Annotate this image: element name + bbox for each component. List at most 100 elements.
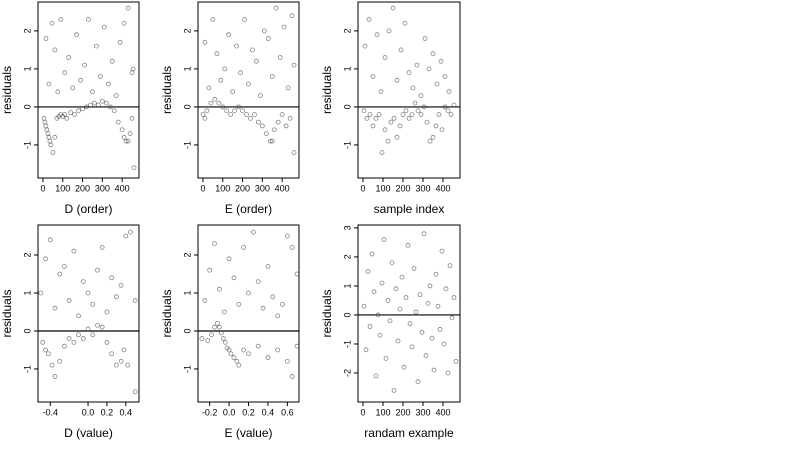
point <box>199 336 205 341</box>
point <box>218 77 224 83</box>
point <box>246 351 251 357</box>
point <box>202 39 208 45</box>
plot-frame <box>197 224 300 403</box>
point <box>121 20 127 26</box>
x-tick-label: 300 <box>415 407 430 417</box>
point <box>66 55 72 60</box>
point <box>234 358 240 364</box>
point <box>49 20 55 26</box>
point <box>265 264 271 269</box>
point <box>289 245 295 250</box>
point <box>90 89 95 95</box>
point <box>445 370 451 376</box>
point <box>85 326 91 332</box>
point <box>43 256 48 262</box>
point <box>41 115 47 121</box>
y-tick-label: 1 <box>22 66 32 71</box>
point <box>361 303 367 309</box>
point <box>85 290 91 296</box>
point <box>226 32 232 38</box>
point <box>370 123 376 129</box>
point <box>242 17 247 22</box>
point <box>283 123 289 129</box>
point <box>423 353 429 358</box>
x-tick-label: 200 <box>395 407 410 417</box>
point <box>88 102 93 108</box>
point <box>90 332 96 338</box>
point <box>393 286 399 292</box>
point <box>129 115 135 121</box>
point <box>418 112 424 117</box>
point <box>125 5 131 11</box>
y-tick-label: 2 <box>342 28 352 33</box>
point <box>218 330 224 336</box>
point <box>45 131 51 136</box>
point <box>212 324 217 330</box>
point <box>57 358 63 364</box>
point <box>99 245 105 250</box>
y-tick-label: 0 <box>182 328 192 333</box>
y-tick-label: 0 <box>342 312 352 317</box>
point <box>236 104 241 110</box>
point <box>281 24 287 30</box>
point <box>413 309 419 315</box>
x-axis-label: D (order) <box>64 202 112 216</box>
y-tick-label: -1 <box>182 141 192 149</box>
x-tick-label: 400 <box>435 183 450 193</box>
y-tick-label: 2 <box>22 252 32 257</box>
y-tick-label: 0 <box>22 328 32 333</box>
point <box>97 74 103 79</box>
point <box>250 229 256 235</box>
point <box>212 241 217 247</box>
point <box>284 233 290 239</box>
point <box>99 324 105 330</box>
point <box>128 229 133 235</box>
point <box>236 301 242 307</box>
point <box>206 85 212 91</box>
point <box>259 123 265 129</box>
x-tick-label: 0.0 <box>82 407 95 417</box>
point <box>58 17 64 22</box>
point <box>49 362 55 368</box>
point <box>427 138 433 144</box>
point <box>265 36 271 41</box>
point <box>374 32 380 38</box>
point <box>113 294 119 300</box>
x-axis-label: randam example <box>364 426 454 440</box>
point <box>422 36 428 41</box>
point <box>280 301 285 307</box>
point <box>232 108 238 114</box>
point <box>387 318 393 324</box>
point <box>377 332 383 338</box>
point <box>275 119 281 125</box>
x-tick-label: 0.4 <box>120 407 133 417</box>
point <box>401 364 407 370</box>
point <box>418 93 424 98</box>
x-axis-label: E (value) <box>224 426 272 440</box>
panel: 0 100 200 300 400 -1 0 1 2 D (order) residuals <box>0 1 140 216</box>
point <box>273 5 279 11</box>
y-axis-label: residuals <box>320 66 334 114</box>
point <box>265 355 271 360</box>
point <box>127 131 133 136</box>
point <box>125 362 131 368</box>
point <box>429 335 435 341</box>
x-tick-label: 0.4 <box>262 407 275 417</box>
point <box>285 85 291 91</box>
point <box>373 373 379 379</box>
point <box>385 298 391 303</box>
point <box>46 134 52 140</box>
x-tick-label: -0.4 <box>43 407 59 417</box>
y-tick-label: -1 <box>22 141 32 149</box>
point <box>252 112 257 117</box>
point <box>104 339 110 345</box>
x-axis-label: D (value) <box>64 426 113 440</box>
point <box>241 245 247 250</box>
x-tick-label: 0 <box>200 183 205 193</box>
point <box>284 358 290 364</box>
point <box>436 112 442 117</box>
point <box>96 102 101 108</box>
point <box>95 267 100 273</box>
plot-frame <box>197 1 300 179</box>
